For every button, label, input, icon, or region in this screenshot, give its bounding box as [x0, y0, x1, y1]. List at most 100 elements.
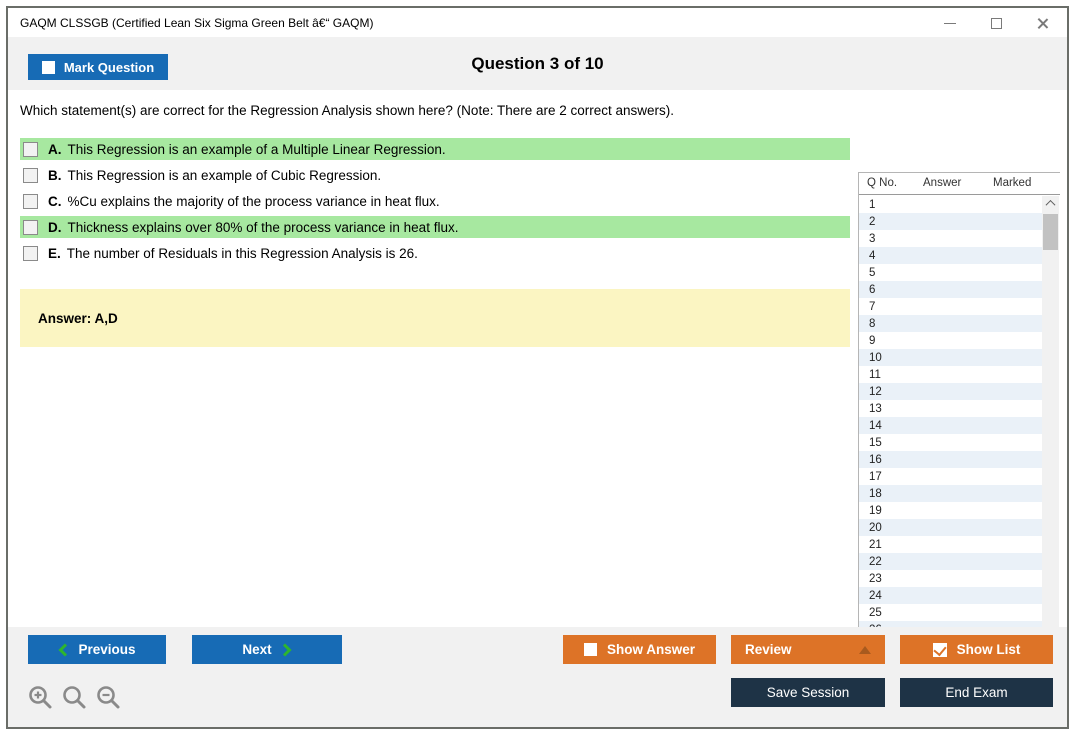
close-button[interactable]	[1031, 12, 1053, 34]
option-letter: A.	[48, 141, 62, 157]
qrow-number: 20	[869, 521, 882, 534]
column-qno: Q No.	[867, 177, 898, 189]
show-answer-button[interactable]: Show Answer	[563, 635, 716, 664]
mark-question-label: Mark Question	[63, 59, 155, 75]
window-controls	[939, 8, 1053, 38]
save-session-button[interactable]: Save Session	[731, 678, 885, 707]
question-list-row[interactable]: 10	[859, 349, 1042, 366]
review-button[interactable]: Review	[731, 635, 885, 664]
option-letter: C.	[48, 193, 62, 209]
question-list-row[interactable]: 3	[859, 230, 1042, 247]
answer-option[interactable]: B. This Regression is an example of Cubi…	[20, 164, 850, 186]
qrow-number: 22	[869, 555, 882, 568]
qrow-number: 24	[869, 589, 882, 602]
option-checkbox[interactable]	[23, 141, 38, 157]
answer-option[interactable]: E. The number of Residuals in this Regre…	[20, 242, 850, 264]
question-list-row[interactable]: 13	[859, 400, 1042, 417]
main-content: Which statement(s) are correct for the R…	[8, 90, 1067, 707]
question-list-row[interactable]: 16	[859, 451, 1042, 468]
question-list-row[interactable]: 19	[859, 502, 1042, 519]
qrow-number: 10	[869, 351, 882, 364]
column-marked: Marked	[993, 177, 1032, 189]
qrow-number: 3	[869, 232, 876, 245]
option-letter: D.	[48, 219, 62, 235]
qrow-number: 17	[869, 470, 882, 483]
question-list-row[interactable]: 7	[859, 298, 1042, 315]
maximize-icon	[990, 17, 1002, 29]
end-exam-button[interactable]: End Exam	[900, 678, 1053, 707]
answer-option[interactable]: D. Thickness explains over 80% of the pr…	[20, 216, 850, 238]
maximize-button[interactable]	[985, 12, 1007, 34]
question-list-row[interactable]: 18	[859, 485, 1042, 502]
qrow-number: 25	[869, 606, 882, 619]
option-checkbox[interactable]	[23, 245, 38, 261]
answer-option[interactable]: C. %Cu explains the majority of the proc…	[20, 190, 850, 212]
previous-label: Previous	[78, 642, 136, 657]
question-counter: Question 3 of 10	[471, 53, 604, 73]
qrow-number: 9	[869, 334, 876, 347]
question-list-row[interactable]: 11	[859, 366, 1042, 383]
option-checkbox[interactable]	[23, 167, 38, 183]
qrow-number: 15	[869, 436, 882, 449]
zoom-reset-icon[interactable]	[62, 685, 88, 711]
previous-button[interactable]: Previous	[28, 635, 166, 664]
qrow-number: 1	[869, 198, 876, 211]
qrow-number: 5	[869, 266, 876, 279]
answer-text: Answer: A,D	[38, 310, 118, 326]
question-text: Which statement(s) are correct for the R…	[20, 103, 675, 118]
window-title: GAQM CLSSGB (Certified Lean Six Sigma Gr…	[20, 16, 374, 30]
option-checkbox[interactable]	[23, 219, 38, 235]
question-list-row[interactable]: 6	[859, 281, 1042, 298]
qrow-number: 21	[869, 538, 882, 551]
question-list-row[interactable]: 9	[859, 332, 1042, 349]
exam-window: GAQM CLSSGB (Certified Lean Six Sigma Gr…	[6, 6, 1069, 729]
options-list: A. This Regression is an example of a Mu…	[20, 138, 850, 268]
next-button[interactable]: Next	[192, 635, 342, 664]
question-list-row[interactable]: 5	[859, 264, 1042, 281]
mark-question-button[interactable]: Mark Question	[28, 54, 168, 80]
option-checkbox[interactable]	[23, 193, 38, 209]
question-list-row[interactable]: 4	[859, 247, 1042, 264]
scrollbar-thumb[interactable]	[1043, 214, 1058, 250]
minimize-icon	[944, 22, 956, 24]
qrow-number: 8	[869, 317, 876, 330]
question-list-row[interactable]: 17	[859, 468, 1042, 485]
qrow-number: 6	[869, 283, 876, 296]
question-list-row[interactable]: 22	[859, 553, 1042, 570]
end-exam-label: End Exam	[945, 685, 1008, 700]
question-list-row[interactable]: 25	[859, 604, 1042, 621]
chevron-up-icon	[1045, 199, 1056, 210]
question-list-panel: Q No. Answer Marked 1 2 3 4 5 6 7 8	[858, 172, 1060, 707]
question-list-row[interactable]: 8	[859, 315, 1042, 332]
zoom-out-icon[interactable]	[96, 685, 122, 711]
show-list-checkbox[interactable]	[932, 642, 947, 657]
question-list-row[interactable]: 20	[859, 519, 1042, 536]
question-list-row[interactable]: 2	[859, 213, 1042, 230]
qrow-number: 16	[869, 453, 882, 466]
show-list-button[interactable]: Show List	[900, 635, 1053, 664]
question-list-row[interactable]: 1	[859, 196, 1042, 213]
footer-bar: Previous Next Show Answer Review Show Li…	[8, 627, 1067, 727]
column-answer: Answer	[923, 177, 962, 189]
scroll-up-button[interactable]	[1042, 196, 1059, 211]
qrow-number: 23	[869, 572, 882, 585]
answer-option[interactable]: A. This Regression is an example of a Mu…	[20, 138, 850, 160]
qrow-number: 13	[869, 402, 882, 415]
question-list-row[interactable]: 21	[859, 536, 1042, 553]
question-list-row[interactable]: 23	[859, 570, 1042, 587]
question-list-row[interactable]: 14	[859, 417, 1042, 434]
zoom-in-icon[interactable]	[28, 685, 54, 711]
mark-question-checkbox[interactable]	[41, 60, 55, 74]
show-answer-checkbox[interactable]	[583, 643, 597, 656]
question-list-row[interactable]: 24	[859, 587, 1042, 604]
header-band: Question 3 of 10 Mark Question	[8, 37, 1067, 90]
minimize-button[interactable]	[939, 12, 961, 34]
question-list-row[interactable]: 15	[859, 434, 1042, 451]
chevron-left-icon	[58, 642, 68, 657]
scrollbar[interactable]	[1042, 196, 1059, 705]
review-label: Review	[745, 642, 792, 657]
question-list-row[interactable]: 12	[859, 383, 1042, 400]
qrow-number: 2	[869, 215, 876, 228]
show-answer-label: Show Answer	[606, 642, 695, 657]
zoom-toolbar	[28, 685, 122, 711]
